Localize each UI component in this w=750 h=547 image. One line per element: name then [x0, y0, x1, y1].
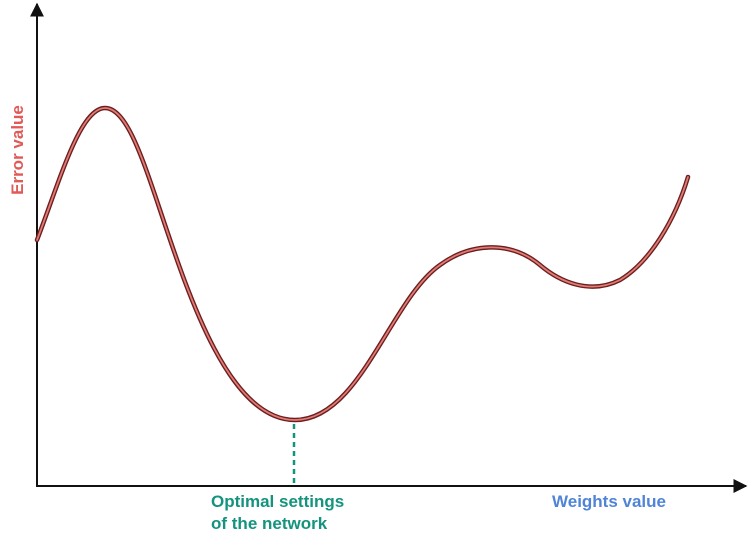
minimum-annotation-line2: of the network: [211, 514, 328, 533]
y-axis-label: Error value: [8, 105, 27, 195]
x-axis-label: Weights value: [552, 492, 666, 511]
error-curve: [36, 107, 689, 421]
minimum-annotation-line1: Optimal settings: [211, 492, 345, 511]
error-curve-outline: [34, 105, 691, 423]
minimum-annotation: Optimal settings of the network: [211, 491, 381, 535]
